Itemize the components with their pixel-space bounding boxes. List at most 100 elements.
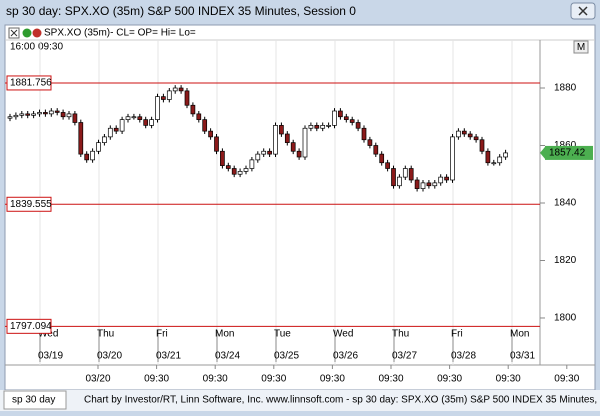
candle-body [261,150,267,155]
candle-body [143,119,149,126]
candle-body [284,133,290,143]
candle-body [214,136,219,152]
candle-body [367,139,373,146]
candle-body [497,156,503,164]
candle-body [491,162,497,165]
footer-text: Chart by Investor/RT, Linn Software, Inc… [84,395,600,406]
candle-body [125,116,131,120]
m-button[interactable] [573,40,589,54]
day-date: 03/19 [38,351,63,362]
candle-body [43,112,48,115]
time-label: 03/20 [85,374,110,385]
candle-body [296,150,302,158]
day-name: Wed [38,329,58,340]
candle-body [196,113,202,120]
day-name: Thu [392,329,409,340]
time-label: 09:30 [320,374,345,385]
candle-body [308,125,314,129]
candle-body [408,168,414,181]
level-label: 1839.555 [10,199,52,210]
candle-body [279,125,284,135]
day-name: Fri [451,329,463,340]
candle-body [273,125,278,155]
status-green [22,28,32,38]
day-name: Tue [274,329,291,340]
candle-body [255,153,261,161]
y-tick-label: 1880 [554,83,577,94]
chart-panel [4,24,596,391]
toolbar-text: SPX.XO (35m)- CL= OP= Hi= Lo= [44,28,196,39]
day-name: Mon [510,329,529,340]
candle-body [391,168,396,187]
session-end: 16:00 [10,42,35,53]
candle-body [84,153,90,161]
candle-body [102,136,107,143]
candle-body [473,136,479,141]
candle-body [444,176,449,181]
last-price-box [545,145,593,160]
time-label: 09:30 [144,374,169,385]
window-title: sp 30 day: SPX.XO (35m) S&P 500 INDEX 35… [6,4,356,18]
candle-body [320,125,326,129]
level-label-box [6,318,52,334]
candle-body [420,182,426,189]
candle-body [338,110,343,118]
candle-body [60,112,66,118]
candle-body [450,136,455,181]
candle-body [190,104,196,115]
candle-body [161,96,166,100]
day-date: 03/25 [274,351,299,362]
candle-body [54,110,60,113]
candle-body [37,112,42,115]
candle-body [166,90,172,100]
day-date: 03/24 [215,351,240,362]
candle-body [184,90,190,106]
day-date: 03/26 [333,351,358,362]
time-label: 09:30 [261,374,286,385]
status-red [32,28,42,38]
candle-body [355,122,361,129]
footer [0,390,600,411]
day-name: Fri [156,329,168,340]
m-button-label: M [577,42,585,53]
candle-body [326,125,331,127]
candle-body [432,182,438,187]
candle-body [456,130,461,138]
candle-body [66,113,72,118]
candle-body [361,127,367,141]
candle-body [503,152,508,158]
candle-body [479,139,485,152]
candle-body [426,182,432,187]
day-date: 03/21 [156,351,181,362]
day-name: Mon [215,329,234,340]
candle-body [119,119,125,132]
level-label-box [6,75,52,91]
candle-body [178,87,184,92]
footer-tab-label: sp 30 day [12,395,55,406]
day-name: Wed [333,329,353,340]
day-date: 03/20 [97,351,122,362]
candle-body [349,119,355,123]
candle-body [72,113,78,123]
close-icon [578,6,588,16]
day-date: 03/28 [451,351,476,362]
y-tick-label: 1840 [554,198,577,209]
candle-body [414,179,420,189]
day-date: 03/27 [392,351,417,362]
candle-body [137,116,143,120]
day-date: 03/31 [510,351,535,362]
candle-body [243,168,249,172]
candle-body [149,119,154,126]
candle-body [373,145,379,155]
candle-body [131,116,137,119]
candle-body [379,153,385,164]
last-price-arrow [540,146,545,159]
candle-body [249,159,255,169]
footer-tab[interactable] [3,390,67,410]
candle-body [397,176,402,187]
candle-body [48,110,54,115]
candle-body [172,87,178,92]
candle-body [461,130,467,135]
candle-body [438,176,444,184]
